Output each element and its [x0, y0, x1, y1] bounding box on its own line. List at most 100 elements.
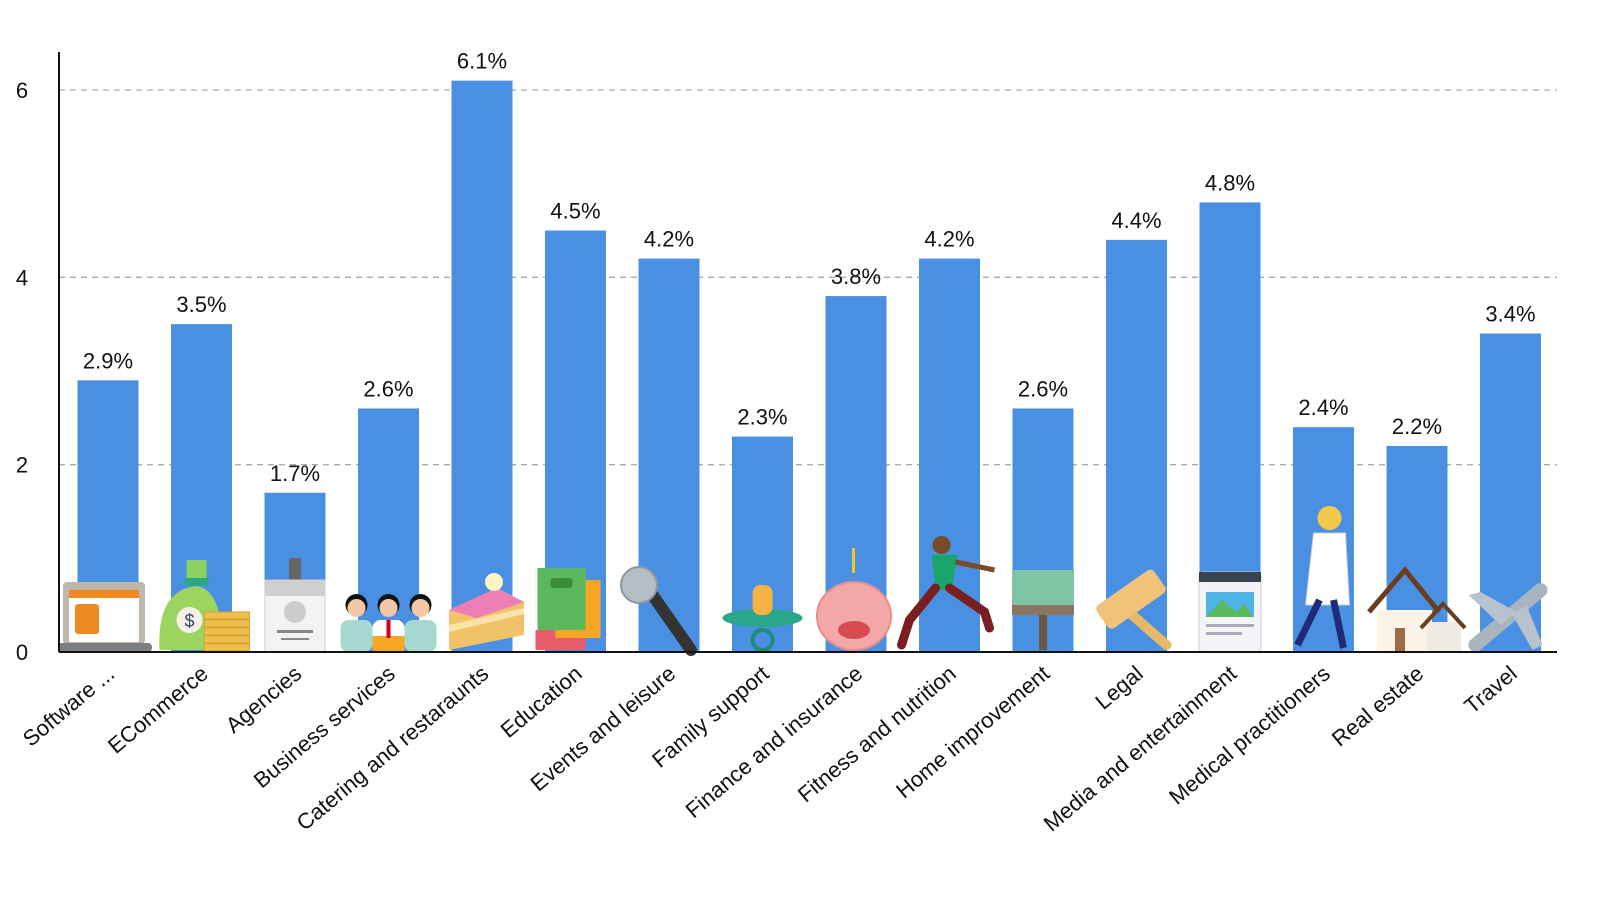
books-icon	[535, 568, 601, 650]
icon-part	[386, 620, 391, 638]
icon-part	[1304, 532, 1351, 606]
icon-part	[1012, 570, 1074, 605]
house-icon	[1367, 566, 1467, 652]
icon-part	[379, 599, 398, 617]
data-label: 4.8%	[1205, 170, 1255, 195]
icon-part	[411, 599, 430, 617]
icon-part	[1367, 566, 1441, 614]
id-badge-icon	[264, 558, 326, 653]
icon-part	[550, 578, 573, 588]
icon-part	[204, 643, 250, 652]
data-label: 2.2%	[1392, 414, 1442, 439]
icon-part	[1012, 605, 1074, 615]
axes	[58, 52, 1557, 653]
icon-part	[184, 578, 209, 585]
icon-part	[1427, 622, 1461, 652]
icon-part	[449, 608, 524, 632]
x-tick-label: Medical practitioners	[1164, 661, 1335, 810]
x-tick-label: Catering and restaraunts	[292, 661, 494, 836]
icon-part	[852, 548, 855, 573]
icon-part	[449, 588, 524, 618]
gavel-icon	[1096, 569, 1172, 650]
icon-part	[277, 630, 313, 633]
icon-part	[1294, 598, 1347, 649]
icon-part	[75, 604, 99, 634]
money-bag-icon: $	[159, 560, 250, 652]
x-tick-label: Home improvement	[891, 661, 1054, 804]
icon-part	[643, 584, 697, 656]
data-label: 4.2%	[644, 227, 694, 252]
icon-part	[372, 636, 405, 652]
icon-part	[620, 566, 658, 604]
data-label: 4.5%	[550, 199, 600, 224]
icon-part	[1419, 601, 1467, 630]
icon-part	[722, 609, 803, 627]
laptop-icon	[58, 582, 152, 652]
y-tick-label: 6	[16, 78, 28, 103]
x-tick-label: Finance and insurance	[681, 661, 868, 823]
icon-part	[1206, 624, 1254, 627]
data-label: 2.6%	[1018, 376, 1068, 401]
icon-part	[281, 638, 309, 640]
icon-part	[1395, 628, 1405, 652]
icon-part	[204, 611, 250, 620]
data-label: 1.7%	[270, 461, 320, 486]
icon-part	[176, 607, 203, 633]
icon-part	[347, 599, 366, 617]
icon-part	[897, 583, 994, 650]
x-tick-label: Fitness and nutrition	[793, 661, 961, 807]
data-label: 4.2%	[924, 227, 974, 252]
category-icons: $	[58, 506, 1548, 656]
data-label: 2.6%	[363, 376, 413, 401]
doctor-icon	[1294, 506, 1351, 649]
icon-part	[1512, 605, 1543, 650]
y-tick-label: 4	[16, 265, 28, 290]
runner-icon	[897, 536, 996, 650]
cake-icon	[449, 573, 524, 650]
media-page-icon	[1198, 571, 1262, 653]
pacifier-icon	[722, 585, 803, 652]
airplane-icon	[1468, 583, 1548, 652]
icon-part	[1121, 605, 1172, 650]
data-label: 3.8%	[831, 264, 881, 289]
icon-part	[204, 627, 250, 636]
icon-part	[404, 620, 437, 652]
icon-part	[1096, 569, 1166, 629]
icon-part	[1317, 506, 1342, 530]
microphone-icon	[620, 566, 697, 656]
icon-part	[1468, 592, 1517, 625]
icon-part	[752, 585, 773, 615]
x-tick-label: Travel	[1459, 661, 1521, 719]
icon-part	[750, 628, 775, 652]
icon-part: $	[184, 611, 194, 631]
icon-part	[69, 590, 139, 598]
icon-part	[931, 555, 958, 590]
x-tick-label: Media and entertainment	[1039, 661, 1242, 837]
icon-part	[932, 536, 951, 554]
icon-part	[1206, 632, 1242, 635]
icon-part	[1039, 615, 1047, 650]
x-tick-label: Education	[496, 661, 587, 743]
team-icon	[340, 594, 437, 652]
data-label: 2.9%	[83, 348, 133, 373]
y-tick-label: 0	[16, 640, 28, 665]
icon-part	[284, 601, 306, 623]
icon-part	[537, 568, 586, 630]
icon-part	[1206, 600, 1254, 617]
paint-roller-icon	[1012, 570, 1074, 650]
icon-part	[340, 620, 373, 652]
data-label: 6.1%	[457, 49, 507, 74]
icon-part	[838, 621, 870, 639]
icon-part	[204, 619, 250, 628]
icon-part	[816, 581, 892, 651]
data-label: 4.4%	[1111, 208, 1161, 233]
data-label: 3.4%	[1485, 302, 1535, 327]
x-tick-label: Legal	[1090, 661, 1147, 715]
icon-part	[204, 635, 250, 644]
data-label: 2.3%	[737, 405, 787, 430]
piggy-bank-icon	[816, 548, 892, 651]
x-tick-label: Real estate	[1327, 661, 1428, 752]
icon-part	[1199, 572, 1261, 582]
icon-part	[265, 580, 325, 596]
